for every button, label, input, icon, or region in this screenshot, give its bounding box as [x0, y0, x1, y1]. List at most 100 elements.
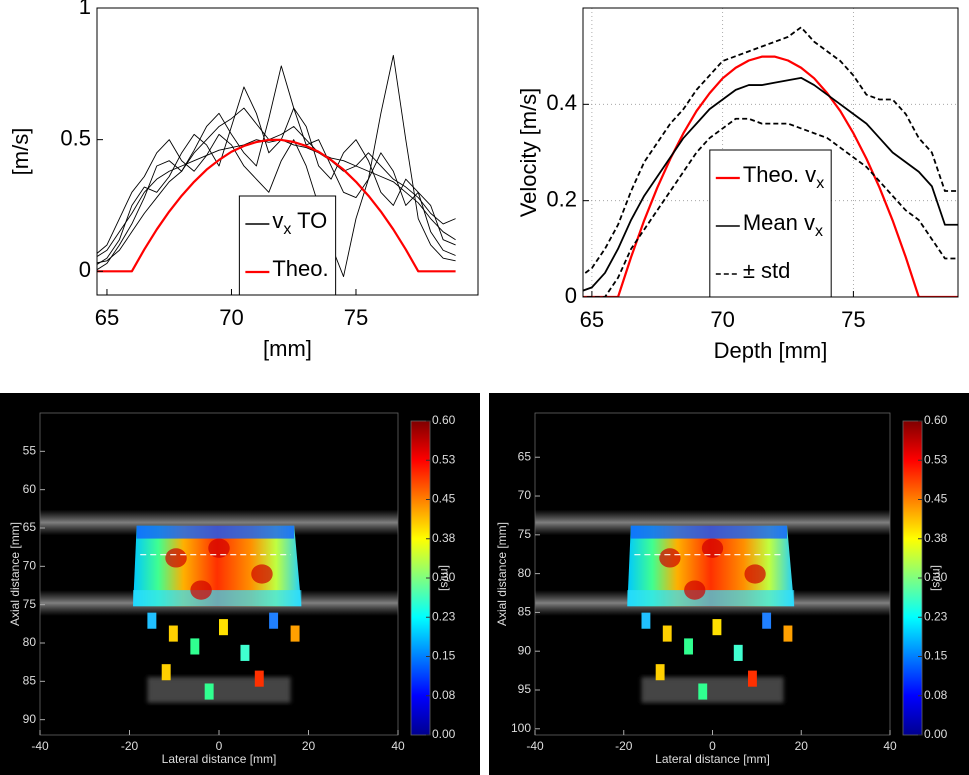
flow-patch: [662, 625, 672, 642]
y-tick-label: 75: [518, 527, 532, 541]
flow-patch: [219, 619, 228, 636]
colorbar-tick-label: 0.38: [432, 531, 456, 545]
colorbar-tick-label: 0.08: [924, 688, 948, 702]
flow-patch: [147, 612, 157, 629]
x-tick-label: -20: [121, 739, 139, 753]
flow-patch: [290, 625, 300, 642]
y-tick-label: 100: [511, 721, 531, 735]
flow-patch: [712, 619, 722, 636]
y-tick-label: 75: [23, 597, 37, 611]
legend-label: Mean vx: [743, 210, 823, 240]
x-tick-label: 75: [841, 307, 865, 332]
data-line: [583, 76, 958, 292]
legend-label: ± std: [743, 258, 791, 283]
colorbar-tick-label: 0.30: [924, 570, 948, 584]
y-tick-label: 60: [23, 482, 37, 496]
colorbar-tick-label: 0.23: [432, 609, 456, 623]
x-tick-label: 70: [219, 305, 243, 330]
colorbar-tick-label: 0.45: [432, 492, 456, 506]
x-tick-label: 40: [391, 739, 405, 753]
plot-lines: [97, 54, 456, 278]
x-tick-label: -20: [615, 739, 633, 753]
data-line: [97, 86, 456, 265]
colorbar-tick-label: 0.53: [924, 452, 948, 466]
legend-box: [238, 195, 337, 296]
data-line: [97, 54, 456, 271]
y-axis-label: Axial distance [mm]: [8, 522, 22, 626]
x-tick-label: 0: [216, 739, 223, 753]
x-axis-label: Lateral distance [mm]: [655, 752, 770, 766]
colorbar-tick-label: 0.15: [924, 649, 948, 663]
x-tick-label: 65: [580, 307, 604, 332]
speckle: [147, 677, 291, 703]
flow-patch: [698, 683, 708, 700]
flow-spot: [165, 548, 187, 568]
y-tick-label: 0.2: [546, 186, 577, 211]
x-tick-label: 65: [95, 305, 119, 330]
colorbar-tick-label: 0.00: [432, 727, 456, 741]
flow-patch: [748, 670, 757, 687]
bmode-image: [535, 509, 890, 703]
flow-overlay: [630, 525, 788, 539]
y-axis-label: Axial distance [mm]: [495, 522, 509, 626]
flow-overlay: [133, 590, 302, 607]
colorbar-tick-label: 0.00: [924, 727, 948, 741]
x-axis-label: Lateral distance [mm]: [162, 752, 277, 766]
data-line: [583, 117, 958, 297]
colorbar-tick-label: 0.38: [924, 531, 948, 545]
flow-overlay: [133, 525, 302, 607]
bmode-image: [40, 509, 398, 703]
y-tick-label: 90: [23, 712, 37, 726]
legend-label: Theo.: [272, 256, 328, 281]
data-line: [97, 133, 456, 278]
y-tick-label: 65: [518, 449, 532, 463]
colorbar-tick-label: 0.45: [924, 492, 948, 506]
speckle: [641, 677, 784, 703]
colorbar-tick-label: 0.08: [432, 688, 456, 702]
flow-patch: [684, 638, 693, 655]
data-line: [583, 55, 958, 297]
flow-spot: [701, 538, 724, 558]
flow-spot: [208, 538, 230, 558]
x-axis-label: [mm]: [263, 336, 312, 361]
flow-patch: [655, 664, 665, 681]
legend: vx TO Theo.: [238, 195, 337, 296]
y-tick-label: 0.4: [546, 90, 577, 115]
y-tick-label: 1: [79, 0, 91, 19]
legend-text: Mean v: [743, 210, 815, 235]
flow-overlay: [627, 590, 795, 607]
colorbar-tick-label: 0.15: [432, 649, 456, 663]
flow-spot: [744, 564, 766, 584]
flow-overlay: [136, 525, 295, 539]
legend-text: v: [272, 208, 283, 233]
colorbar-tick-label: 0.53: [432, 452, 456, 466]
flow-patch: [254, 670, 264, 687]
flow-spot: [190, 580, 212, 600]
legend-subscript: x: [283, 221, 291, 238]
y-tick-label: 70: [23, 559, 37, 573]
flow-spot: [684, 580, 706, 600]
x-tick-label: 20: [795, 739, 809, 753]
y-tick-label: 55: [23, 444, 37, 458]
flow-patch: [733, 644, 743, 661]
flow-patch: [269, 612, 279, 629]
flow-spot: [251, 564, 273, 584]
legend-label: vx TO: [272, 208, 327, 238]
y-tick-label: 90: [518, 643, 532, 657]
y-tick-label: 80: [518, 566, 532, 580]
y-axis-label: [m/s]: [8, 128, 33, 176]
data-line: [97, 107, 456, 264]
flow-patch: [762, 612, 772, 629]
data-line: [583, 26, 958, 276]
y-tick-label: 0.5: [60, 125, 91, 150]
y-tick-label: 95: [518, 682, 532, 696]
colorbar-tick-label: 0.60: [924, 413, 948, 427]
flow-patch: [190, 638, 200, 655]
legend-text: TO: [291, 208, 327, 233]
flow-overlay: [627, 525, 795, 607]
colorbar-tick-label: 0.60: [432, 413, 456, 427]
legend-subscript: x: [815, 223, 823, 240]
